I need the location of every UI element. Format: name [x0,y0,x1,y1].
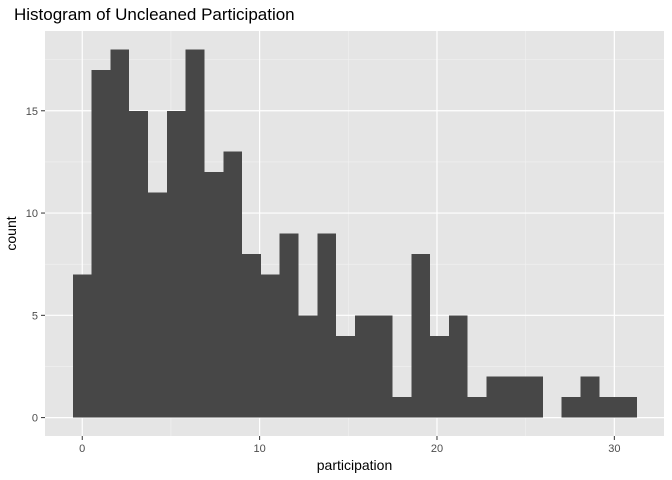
histogram-bar [486,376,506,418]
histogram-bar [260,274,280,418]
histogram-bar [373,315,393,418]
histogram-bar [91,69,111,418]
histogram-bar [185,49,205,418]
y-tick-label: 5 [32,310,38,322]
histogram-bar [223,151,243,418]
histogram-bar [354,315,374,418]
histogram-bar [166,110,186,418]
histogram-bar [72,274,92,418]
histogram-bar [129,110,149,418]
histogram-bar [467,397,487,418]
histogram-bar [599,397,619,418]
histogram-bar [392,397,412,418]
y-tick-label: 0 [32,413,38,425]
histogram-bars [72,49,637,418]
histogram-bar [242,253,261,418]
histogram-bar [618,397,637,418]
histogram-bar [505,376,525,418]
chart-title: Histogram of Uncleaned Participation [14,5,295,24]
histogram-bar [448,315,468,418]
x-tick-label: 0 [79,443,85,455]
histogram-bar [110,49,130,418]
histogram-bar [430,335,449,418]
histogram-bar [561,397,581,418]
x-tick-label: 10 [253,443,265,455]
histogram-bar [298,315,318,418]
histogram-bar [148,192,167,418]
histogram-bar [411,253,431,418]
histogram-bar [279,233,299,418]
histogram-bar [524,376,543,418]
x-axis: 0 10 20 30 [79,436,620,455]
histogram-bar [204,172,224,418]
x-tick-label: 20 [431,443,443,455]
y-tick-label: 10 [26,208,38,220]
x-axis-label: participation [317,457,393,473]
histogram-bar [317,233,337,418]
histogram-bar [336,335,355,418]
histogram-bar [580,376,600,418]
y-axis: 0 5 10 15 [26,106,45,425]
y-tick-label: 15 [26,106,38,118]
y-axis-label: count [3,216,19,250]
x-tick-label: 30 [608,443,620,455]
